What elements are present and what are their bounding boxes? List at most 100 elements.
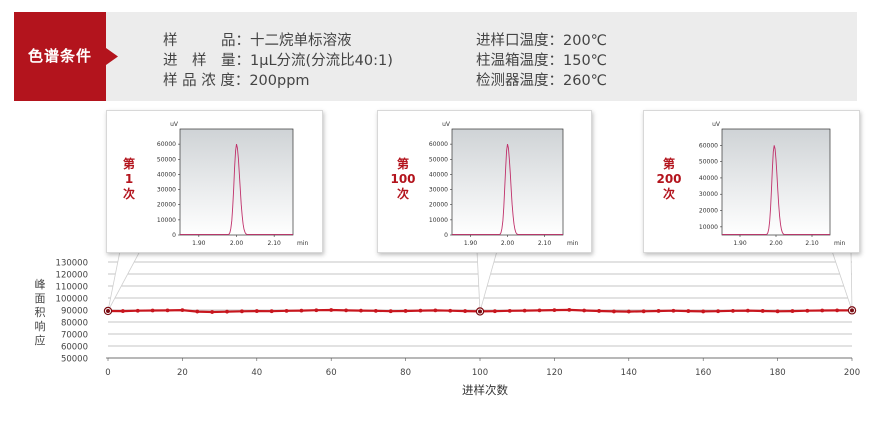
conditions-tab: 色谱条件	[14, 12, 120, 101]
inset-y-tick-label: 20000	[699, 208, 718, 215]
conditions-tab-label: 色谱条件	[27, 47, 92, 65]
data-point	[537, 308, 542, 313]
inset-x-tick-label: 2.00	[769, 240, 783, 247]
inset-y-tick-label: 20000	[429, 202, 448, 209]
inset-y-tick-label: 30000	[429, 187, 448, 194]
x-tick-label: 160	[695, 368, 711, 378]
data-point	[805, 308, 810, 313]
callout-pointer	[107, 250, 141, 312]
inset-y-tick-label: 60000	[429, 141, 448, 148]
condition-oven-temp: 柱温箱温度：150℃	[476, 53, 607, 69]
inset-y-unit: uV	[442, 121, 451, 128]
highlight-point	[106, 308, 110, 313]
condition-sample: 样 品：十二烷单标溶液	[163, 33, 352, 49]
inset-y-tick-label: 10000	[429, 217, 448, 224]
data-point	[359, 308, 363, 313]
x-tick-label: 20	[177, 368, 188, 378]
data-point	[731, 308, 735, 313]
inset-y-tick-label: 30000	[157, 187, 176, 194]
run-label-number: 1	[124, 172, 134, 186]
run-label-prefix: 第	[396, 157, 409, 171]
inset-plot-area	[721, 128, 831, 236]
y-tick-label: 50000	[61, 355, 88, 365]
y-tick-label: 60000	[61, 343, 88, 353]
x-tick-label: 140	[621, 368, 637, 378]
chromatogram-peak	[452, 143, 563, 235]
data-point	[745, 308, 750, 313]
inset-x-tick-label: 2.00	[501, 240, 515, 247]
y-tick-label: 80000	[61, 319, 88, 329]
inset-y-tick-label: 40000	[699, 175, 718, 182]
inset-x-tick-label: 2.10	[267, 240, 281, 247]
condition-detector-temp: 检测器温度：260℃	[476, 73, 607, 89]
inset-plot: uV 60000 50000 40000 30000 20000 10000 1.90 2.00…	[699, 121, 846, 247]
inset-y-tick-label: 20000	[157, 202, 176, 209]
data-point	[418, 308, 423, 313]
data-point	[433, 308, 438, 313]
data-point	[671, 308, 676, 313]
x-axis-ticks: 0 20 40 60 80 100 120 140 160 180 200	[105, 358, 860, 378]
inset-x-tick-label: 1.90	[464, 240, 478, 247]
x-tick-label: 0	[105, 368, 110, 378]
inset-y-tick-label: 10000	[699, 224, 718, 231]
x-tick-label: 60	[326, 368, 337, 378]
x-tick-label: 180	[769, 368, 785, 378]
condition-inlet-temp: 进样口温度：200℃	[476, 33, 607, 49]
x-tick-label: 200	[844, 368, 860, 378]
y-tick-label: 130000	[56, 259, 88, 269]
inset-y-tick-label: 0	[172, 232, 176, 239]
inset-x-unit: min	[834, 240, 846, 247]
data-point	[626, 309, 631, 314]
data-point	[135, 308, 140, 313]
inset-x-tick-label: 2.00	[230, 240, 244, 247]
data-point	[775, 309, 780, 314]
x-axis-label: 进样次数	[462, 383, 508, 397]
run-label: 第 200 次	[655, 157, 683, 202]
data-point	[760, 309, 765, 313]
inset-y-tick-label: 0	[444, 232, 448, 239]
data-point	[656, 309, 661, 313]
run-label: 第 100 次	[389, 157, 417, 202]
y-tick-label: 100000	[56, 295, 88, 305]
run-label-suffix: 次	[396, 187, 409, 201]
inset-plot: uV 60000 50000 40000 30000 20000 10000 0 1.90 2.0…	[429, 121, 579, 247]
y-tick-label: 110000	[56, 283, 88, 293]
data-point	[180, 308, 185, 313]
inset-y-unit: uV	[170, 121, 179, 128]
inset-y-tick-label: 60000	[157, 141, 176, 148]
inset-chromatogram-run-1: 第 1 次 uV 60000 50000 40000 30000 20000 10000 0 1…	[106, 110, 323, 253]
data-point	[195, 309, 200, 314]
inset-y-tick-label: 60000	[699, 142, 718, 149]
inset-chromatogram-run-200: 第 200 次 uV 60000 50000 40000 30000 20000 10000…	[643, 110, 860, 253]
data-point	[701, 309, 706, 314]
data-point	[299, 308, 304, 313]
data-point	[612, 309, 616, 314]
inset-y-tick-label: 30000	[699, 191, 718, 198]
inset-y-tick-label: 50000	[699, 159, 718, 166]
inset-x-tick-label: 2.10	[805, 240, 819, 247]
inset-x-unit: min	[297, 240, 309, 247]
chromatogram-peak	[722, 145, 830, 235]
data-point	[492, 309, 497, 314]
y-axis-ticks: 130000 120000 110000 100000 90000 80000 70000 6…	[56, 259, 88, 365]
data-point	[344, 308, 348, 313]
run-label-suffix: 次	[662, 187, 675, 201]
run-label-number: 100	[390, 172, 416, 186]
data-point	[448, 308, 453, 313]
data-point	[641, 309, 646, 314]
data-point	[329, 308, 334, 312]
data-point	[269, 309, 274, 314]
data-point	[120, 309, 125, 313]
run-label-prefix: 第	[662, 157, 675, 171]
data-point	[582, 308, 587, 313]
data-point	[210, 310, 215, 314]
run-label: 第 1 次	[115, 157, 143, 202]
y-axis-label: 峰面积响应	[34, 278, 46, 347]
x-tick-label: 40	[251, 368, 262, 378]
inset-chromatogram-run-100: 第 100 次 uV 60000 50000 40000 30000 20000 10000…	[377, 110, 592, 253]
data-point	[150, 308, 155, 313]
conditions-tab-shape	[14, 12, 118, 101]
x-tick-label: 100	[472, 368, 488, 378]
callout-pointer	[831, 250, 853, 311]
